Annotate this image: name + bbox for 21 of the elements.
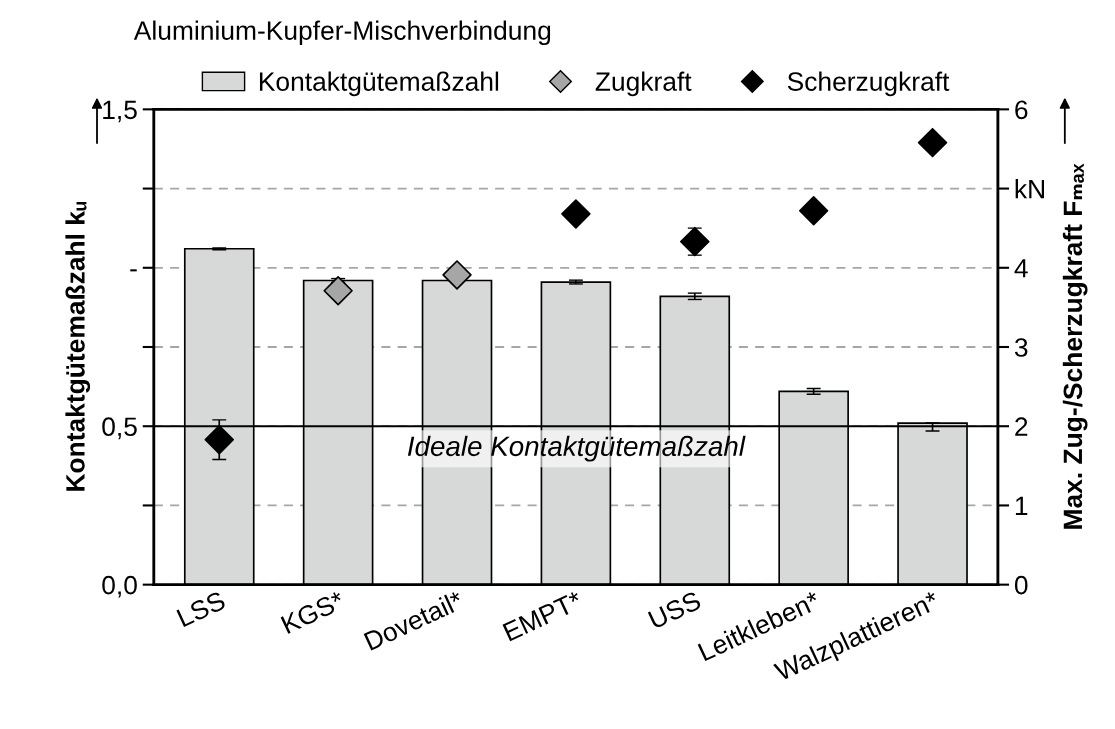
ref-line-label: Ideale Kontaktgütemaßzahl	[407, 435, 746, 462]
x-tick-label: USS	[647, 590, 702, 630]
y2-tick-label: 3	[1014, 338, 1028, 357]
y-tick-label: 0,5	[102, 417, 137, 440]
legend-label: Zugkraft	[595, 71, 692, 97]
y2-tick-label: 2	[1015, 417, 1028, 436]
y2-tick-label: 1	[1015, 496, 1028, 515]
y-axis-title: Kontaktgütemaßzahl kᵤ	[65, 201, 91, 491]
chart-title: Aluminium-Kupfer-Mischverbindung	[133, 20, 551, 46]
y-tick-label: 0,0	[102, 575, 137, 598]
y2-axis-title: Max. Zug-/Scherzugkraft Fₘₐₓ	[1062, 163, 1088, 529]
x-tick-label: KGS*	[280, 590, 346, 635]
y2-tick-label: 4	[1014, 259, 1028, 278]
legend-label: Kontaktgütemaßzahl	[259, 71, 499, 97]
y2-tick-label: 6	[1015, 100, 1028, 120]
y2-tick-label: 0	[1014, 575, 1028, 595]
y-tick-label: -	[130, 269, 137, 272]
legend-label: Scherzugkraft	[787, 71, 950, 97]
x-tick-label: LSS	[176, 590, 227, 628]
y-tick-label: 1,5	[103, 100, 137, 123]
y2-tick-label: kN	[1015, 179, 1044, 199]
